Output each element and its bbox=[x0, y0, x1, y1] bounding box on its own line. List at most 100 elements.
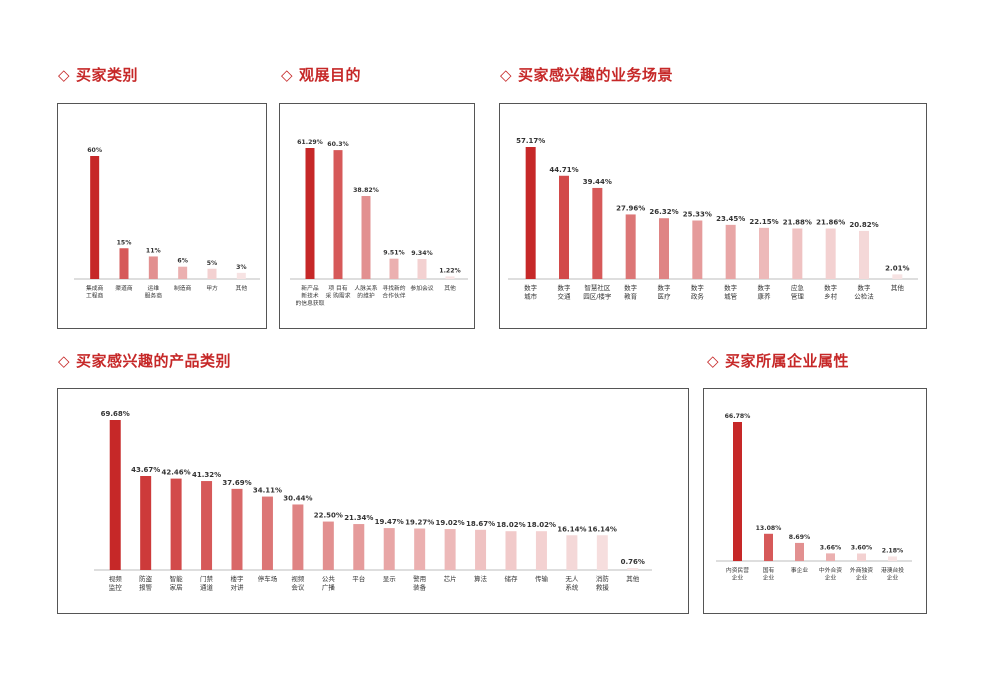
category-label: 家居 bbox=[170, 583, 184, 592]
bar bbox=[148, 256, 158, 279]
bar bbox=[566, 535, 578, 570]
bar bbox=[383, 528, 395, 570]
chart-title: 买家感兴趣的产品类别 bbox=[76, 352, 232, 370]
value-label: 19.47% bbox=[375, 518, 404, 526]
category-label: 传输 bbox=[535, 574, 549, 583]
category-label: 企业 bbox=[763, 574, 775, 582]
value-label: 18.67% bbox=[466, 520, 495, 528]
title-buyer-category: ◇ 买家类别 bbox=[58, 64, 138, 85]
diamond-icon: ◇ bbox=[500, 66, 513, 84]
value-label: 11% bbox=[146, 247, 161, 254]
panel-enterprise-attribute: 66.78% 内资民营 企业 13.08% 国有 企业 8.69% 事企业 3.66% 中外合资企… bbox=[703, 388, 927, 614]
value-label: 61.29% bbox=[297, 139, 323, 146]
value-label: 1.22% bbox=[439, 267, 460, 274]
bar bbox=[825, 228, 836, 279]
category-label: 警用 bbox=[413, 574, 426, 583]
category-label: 数字 bbox=[758, 283, 772, 292]
value-label: 0.76% bbox=[621, 558, 645, 566]
bar bbox=[659, 218, 669, 279]
category-label: 消防 bbox=[596, 574, 610, 583]
panel-product-categories: 69.68% 视频 监控 43.67% 防盗 报警 42.46% 智能 家居 41.32% 门禁 通道… bbox=[57, 388, 689, 614]
value-label: 42.46% bbox=[162, 469, 191, 477]
bar bbox=[90, 156, 100, 279]
value-label: 13.08% bbox=[756, 525, 782, 532]
category-label: 防盗 bbox=[139, 574, 153, 583]
value-label: 60% bbox=[87, 147, 102, 154]
value-label: 43.67% bbox=[131, 466, 160, 474]
category-label: 其他 bbox=[891, 283, 905, 292]
category-label: 企业 bbox=[887, 574, 899, 582]
category-label: 停车场 bbox=[258, 574, 278, 583]
bar bbox=[826, 553, 835, 561]
category-label: 芯片 bbox=[444, 574, 457, 583]
bar bbox=[236, 272, 246, 279]
category-label: 救援 bbox=[596, 583, 610, 592]
value-label: 9.34% bbox=[411, 250, 432, 257]
bar bbox=[445, 276, 455, 279]
bar bbox=[414, 528, 426, 570]
value-label: 30.44% bbox=[283, 494, 312, 502]
category-label: 数字 bbox=[724, 283, 738, 292]
category-label: 内资民营 bbox=[726, 566, 749, 574]
value-label: 27.96% bbox=[616, 204, 645, 212]
title-product-categories: ◇ 买家感兴趣的产品类别 bbox=[58, 350, 231, 371]
bar bbox=[559, 175, 569, 279]
bar bbox=[625, 214, 636, 279]
category-label: 政务 bbox=[691, 292, 705, 301]
value-label: 16.14% bbox=[588, 525, 617, 533]
diamond-icon: ◇ bbox=[707, 352, 720, 370]
bar bbox=[627, 568, 639, 570]
category-label: 智慧社区 bbox=[584, 283, 611, 292]
category-label: 康养 bbox=[758, 292, 772, 301]
value-label: 66.78% bbox=[725, 413, 751, 420]
bar bbox=[140, 475, 152, 570]
category-label: 制造商 bbox=[174, 284, 192, 292]
category-label: 系统 bbox=[565, 583, 579, 592]
bar bbox=[888, 556, 897, 561]
category-label: 参加会议 bbox=[410, 284, 433, 292]
chart-title: 买家所属企业属性 bbox=[725, 352, 850, 370]
category-label: 无人 bbox=[565, 575, 579, 583]
bar bbox=[535, 531, 547, 570]
diamond-icon: ◇ bbox=[58, 352, 71, 370]
value-label: 18.02% bbox=[527, 521, 556, 529]
panel-buyer-category: 60% 集成商 工程商 15% 渠道商 11% 运维 服务商 6% 制造商 5% 甲方 3% 其他 bbox=[57, 103, 267, 329]
value-label: 20.82% bbox=[849, 221, 878, 229]
category-label: 数字 bbox=[691, 283, 705, 292]
value-label: 16.14% bbox=[557, 525, 586, 533]
bar bbox=[859, 230, 869, 279]
category-label: 服务商 bbox=[145, 292, 163, 300]
bar bbox=[231, 488, 243, 570]
value-label: 39.44% bbox=[583, 178, 612, 186]
bar bbox=[361, 196, 371, 279]
title-business-scenarios: ◇ 买家感兴趣的业务场景 bbox=[500, 64, 673, 85]
category-label: 教育 bbox=[624, 292, 638, 301]
value-label: 3% bbox=[236, 264, 247, 271]
category-label: 数字 bbox=[824, 283, 838, 292]
category-label: 的信息获取 bbox=[296, 299, 325, 307]
category-label: 企业 bbox=[825, 574, 837, 582]
chart-title: 买家感兴趣的业务场景 bbox=[518, 66, 674, 84]
bar bbox=[525, 147, 536, 279]
category-label: 数字 bbox=[558, 283, 572, 292]
value-label: 8.69% bbox=[789, 534, 810, 541]
category-label: 其他 bbox=[626, 574, 640, 583]
category-label: 合作伙伴 bbox=[382, 292, 405, 300]
category-label: 集成商 bbox=[86, 284, 104, 292]
category-label: 数字 bbox=[624, 283, 638, 292]
category-label: 园区/楼宇 bbox=[583, 292, 612, 301]
category-label: 数字 bbox=[658, 283, 672, 292]
diamond-icon: ◇ bbox=[281, 66, 294, 84]
category-label: 应急 bbox=[791, 283, 805, 292]
bar bbox=[596, 535, 608, 570]
bar bbox=[692, 220, 703, 279]
category-label: 算法 bbox=[474, 574, 488, 583]
category-label: 运维 bbox=[148, 284, 160, 292]
bar bbox=[892, 274, 903, 279]
category-label: 对讲 bbox=[231, 583, 245, 592]
panel-business-scenarios: 57.17% 数字 城市 44.71% 数字 交通 39.44% 智慧社区 园区/楼宇 27.96… bbox=[499, 103, 927, 329]
chart-title: 观展目的 bbox=[299, 66, 362, 84]
category-label: 视频 bbox=[109, 574, 123, 583]
value-label: 22.15% bbox=[749, 218, 778, 226]
